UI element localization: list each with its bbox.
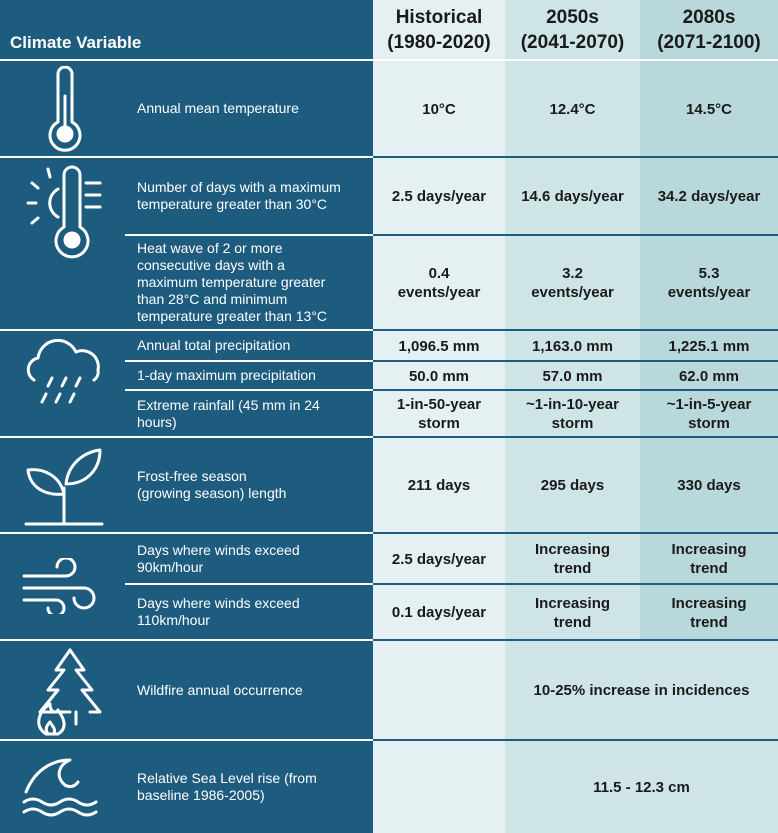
- row-rule: [125, 583, 373, 585]
- value-cell: 10°C: [422, 100, 456, 118]
- row-rule: [373, 360, 778, 362]
- column-header: 2050s (2041-2070): [505, 0, 640, 60]
- merged-bg: [505, 641, 778, 740]
- rain-icon: [26, 338, 100, 404]
- variable-name: Days where winds exceed 90km/hour: [137, 541, 300, 575]
- header-rule: [0, 59, 373, 61]
- value-cell: 1,225.1 mm: [668, 337, 750, 355]
- value-cell: 211 days: [407, 477, 471, 494]
- group-rule: [373, 639, 778, 641]
- value-cell: 1,096.5 mm: [398, 337, 480, 355]
- group-rule: [0, 436, 373, 438]
- group-rule: [0, 739, 373, 741]
- variable-name: 1-day maximum precipitation: [137, 367, 316, 383]
- value-cell: 1-in-50-year storm: [396, 396, 482, 432]
- value-cell: 5.3 events/year: [667, 265, 751, 301]
- column-header: 2080s (2071-2100): [640, 0, 778, 60]
- header-period: (1980-2020): [387, 32, 491, 53]
- value-cell: 14.5°C: [685, 100, 733, 118]
- value-cell: 0.4 events/year: [397, 265, 481, 301]
- header-name: Historical: [395, 7, 483, 28]
- variable-name: Heat wave of 2 or more consecutive days …: [137, 240, 328, 324]
- value-cell: Increasing trend: [671, 541, 747, 577]
- thermometer-icon: [48, 66, 82, 152]
- heat-icon: [26, 165, 102, 259]
- wildfire-icon: [37, 648, 102, 736]
- row-rule: [125, 389, 373, 391]
- value-cell: 2.5 days/year: [391, 550, 487, 568]
- plant-icon: [24, 448, 104, 526]
- value-cell: 1,163.0 mm: [532, 337, 613, 355]
- variable-name: Annual mean temperature: [137, 100, 299, 116]
- wave-icon: [22, 758, 98, 817]
- row-rule: [373, 234, 778, 236]
- header-rule: [373, 59, 778, 61]
- group-rule: [0, 532, 373, 534]
- variable-name: Number of days with a maximum temperatur…: [137, 179, 341, 212]
- variable-name: Annual total precipitation: [137, 337, 291, 353]
- value-cell: ~1-in-10-year storm: [526, 396, 619, 432]
- merged-value-cell: 10-25% increase in incidences: [533, 682, 750, 699]
- variable-name: Days where winds exceed 110km/hour: [137, 595, 300, 628]
- value-cell: 330 days: [677, 477, 741, 494]
- value-cell: 2.5 days/year: [391, 188, 487, 205]
- value-cell: 34.2 days/year: [657, 188, 761, 205]
- header-name: 2050s: [546, 7, 599, 28]
- variable-name: Relative Sea Level rise (from baseline 1…: [137, 769, 317, 803]
- wind-icon: [22, 558, 96, 614]
- merged-value-cell: 11.5 - 12.3 cm: [593, 778, 690, 796]
- group-rule: [373, 436, 778, 438]
- group-rule: [0, 156, 373, 158]
- column-bg: [373, 0, 505, 833]
- header-name: 2080s: [682, 7, 736, 28]
- row-rule: [125, 234, 373, 236]
- variable-name: Extreme rainfall (45 mm in 24 hours): [137, 396, 320, 430]
- value-cell: 295 days: [540, 477, 605, 494]
- value-cell: 57.0 mm: [542, 367, 603, 385]
- value-cell: Increasing trend: [534, 541, 611, 577]
- header-label: Climate Variable: [10, 33, 142, 52]
- group-rule: [0, 329, 373, 331]
- value-cell: Increasing trend: [534, 594, 611, 631]
- value-cell: 0.1 days/year: [391, 604, 487, 621]
- value-cell: 14.6 days/year: [521, 188, 624, 205]
- variable-name: Frost-free season (growing season) lengt…: [137, 468, 287, 501]
- variable-name: Wildfire annual occurrence: [137, 681, 303, 698]
- group-rule: [373, 329, 778, 331]
- column-header: Historical (1980-2020): [373, 0, 505, 60]
- header-period: (2041-2070): [520, 32, 625, 53]
- merged-bg: [505, 741, 778, 833]
- row-rule: [373, 389, 778, 391]
- value-cell: 62.0 mm: [678, 367, 740, 385]
- value-cell: 12.4°C: [549, 100, 596, 118]
- value-cell: 50.0 mm: [408, 367, 470, 385]
- header-period: (2071-2100): [657, 32, 761, 53]
- value-cell: ~1-in-5-year storm: [666, 396, 752, 432]
- group-rule: [373, 739, 778, 741]
- row-rule: [373, 583, 778, 585]
- group-rule: [373, 532, 778, 534]
- group-rule: [373, 156, 778, 158]
- value-cell: Increasing trend: [671, 594, 747, 631]
- row-rule: [125, 360, 373, 362]
- group-rule: [0, 639, 373, 641]
- value-cell: 3.2 events/year: [531, 265, 614, 301]
